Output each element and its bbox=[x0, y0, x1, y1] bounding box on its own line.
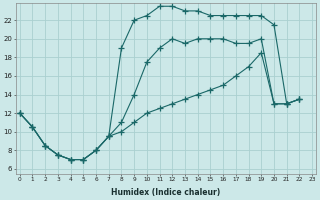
X-axis label: Humidex (Indice chaleur): Humidex (Indice chaleur) bbox=[111, 188, 220, 197]
